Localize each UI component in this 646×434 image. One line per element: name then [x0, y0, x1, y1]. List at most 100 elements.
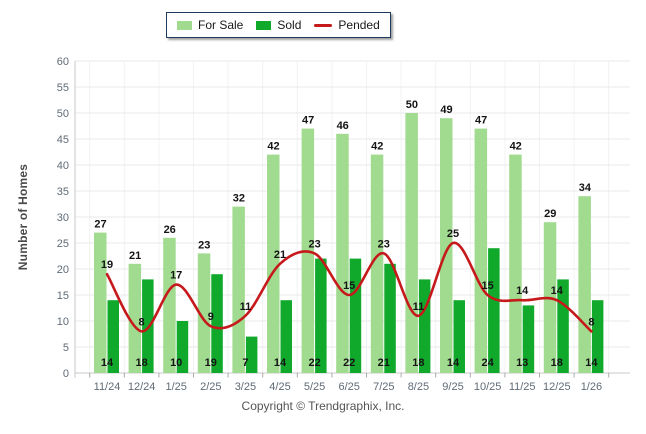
sold-bar	[522, 305, 535, 373]
sold-value-label: 24	[481, 357, 494, 369]
legend-item-pended: Pended	[314, 18, 380, 32]
for-sale-value-label: 27	[94, 219, 106, 231]
sold-value-label: 14	[447, 357, 460, 369]
pended-value-label: 9	[208, 311, 214, 323]
for-sale-bar	[405, 113, 418, 373]
x-tick-label: 3/25	[235, 381, 256, 393]
y-tick-label: 45	[57, 134, 69, 146]
sold-value-label: 10	[170, 357, 182, 369]
y-tick-label: 40	[57, 160, 69, 172]
pended-value-label: 11	[413, 301, 425, 313]
pended-value-label: 14	[551, 285, 564, 297]
pended-value-label: 15	[343, 280, 355, 292]
sold-bar	[418, 279, 431, 373]
for-sale-value-label: 34	[579, 182, 592, 194]
sold-bar	[384, 263, 396, 373]
legend-item-sold: Sold	[256, 18, 301, 32]
sold-value-label: 7	[242, 357, 248, 369]
y-tick-label: 20	[57, 264, 69, 276]
pended-value-label: 25	[447, 228, 459, 240]
y-tick-label: 5	[63, 342, 69, 354]
sold-bar	[349, 258, 362, 373]
for-sale-bar	[440, 118, 453, 373]
pended-value-label: 21	[274, 249, 286, 261]
sold-bar	[176, 321, 189, 373]
pended-value-label: 19	[101, 259, 113, 271]
for-sale-bar	[509, 154, 522, 373]
for-sale-value-label: 47	[475, 115, 487, 127]
for-sale-swatch-icon	[177, 20, 192, 30]
x-tick-label: 7/25	[373, 381, 394, 393]
sold-bar	[107, 300, 119, 373]
x-tick-label: 1/26	[581, 381, 602, 393]
for-sale-value-label: 23	[198, 239, 210, 251]
for-sale-bar	[267, 154, 280, 373]
for-sale-bar	[94, 232, 107, 373]
for-sale-value-label: 26	[164, 224, 176, 236]
pended-value-label: 23	[308, 238, 320, 250]
x-tick-label: 6/25	[338, 381, 359, 393]
legend-label-sold: Sold	[277, 18, 302, 32]
sold-value-label: 19	[205, 357, 217, 369]
sold-value-label: 22	[308, 357, 320, 369]
x-tick-label: 1/25	[165, 381, 186, 393]
for-sale-bar	[232, 206, 245, 373]
pended-value-label: 8	[588, 316, 594, 328]
y-tick-label: 35	[57, 186, 69, 198]
sold-value-label: 18	[551, 357, 563, 369]
y-tick-label: 55	[57, 82, 69, 94]
for-sale-value-label: 42	[510, 141, 522, 153]
legend-label-pended: Pended	[338, 18, 380, 32]
x-tick-label: 11/25	[509, 381, 536, 393]
x-tick-label: 12/25	[543, 381, 571, 393]
sold-bar	[488, 248, 500, 373]
for-sale-bar	[474, 128, 488, 373]
sold-bar	[557, 279, 569, 373]
x-tick-label: 2/25	[200, 381, 221, 393]
sold-bar	[211, 274, 223, 373]
x-tick-label: 12/24	[128, 381, 156, 393]
sold-bar	[245, 336, 258, 373]
legend: For Sale Sold Pended	[166, 12, 391, 38]
pended-value-label: 8	[139, 316, 145, 328]
sold-bar	[591, 300, 604, 373]
y-tick-label: 10	[57, 316, 69, 328]
copyright-text: Copyright © Trendgraphix, Inc.	[241, 399, 405, 413]
for-sale-bar	[370, 154, 384, 373]
for-sale-value-label: 42	[371, 141, 383, 153]
sold-bar	[315, 258, 327, 373]
y-tick-label: 50	[57, 108, 69, 120]
x-tick-label: 11/24	[94, 381, 121, 393]
for-sale-bar	[336, 133, 349, 373]
for-sale-value-label: 46	[337, 120, 349, 132]
sold-value-label: 21	[378, 357, 390, 369]
for-sale-bar	[128, 263, 142, 373]
y-tick-label: 60	[57, 56, 69, 68]
for-sale-value-label: 29	[544, 208, 556, 220]
sold-value-label: 22	[343, 357, 355, 369]
y-tick-label: 15	[57, 290, 69, 302]
x-tick-label: 9/25	[442, 381, 463, 393]
y-tick-label: 0	[63, 368, 69, 380]
y-tick-label: 30	[57, 212, 69, 224]
for-sale-bar	[578, 196, 591, 373]
for-sale-bar	[163, 237, 176, 373]
for-sale-value-label: 21	[129, 250, 141, 262]
legend-item-for-sale: For Sale	[177, 18, 243, 32]
pended-line	[105, 241, 593, 333]
for-sale-value-label: 47	[302, 115, 314, 127]
for-sale-value-label: 32	[233, 193, 245, 205]
sold-bar	[453, 300, 465, 373]
sold-value-label: 13	[516, 357, 528, 369]
sold-swatch-icon	[256, 20, 272, 30]
y-tick-label: 25	[57, 238, 69, 250]
pended-value-label: 17	[170, 270, 182, 282]
pended-value-label: 15	[481, 280, 493, 292]
x-tick-label: 8/25	[408, 381, 429, 393]
x-tick-label: 10/25	[474, 381, 502, 393]
sold-value-label: 14	[274, 357, 287, 369]
x-tick-label: 5/25	[304, 381, 325, 393]
legend-label-for-sale: For Sale	[198, 18, 244, 32]
pended-value-label: 11	[240, 301, 252, 313]
